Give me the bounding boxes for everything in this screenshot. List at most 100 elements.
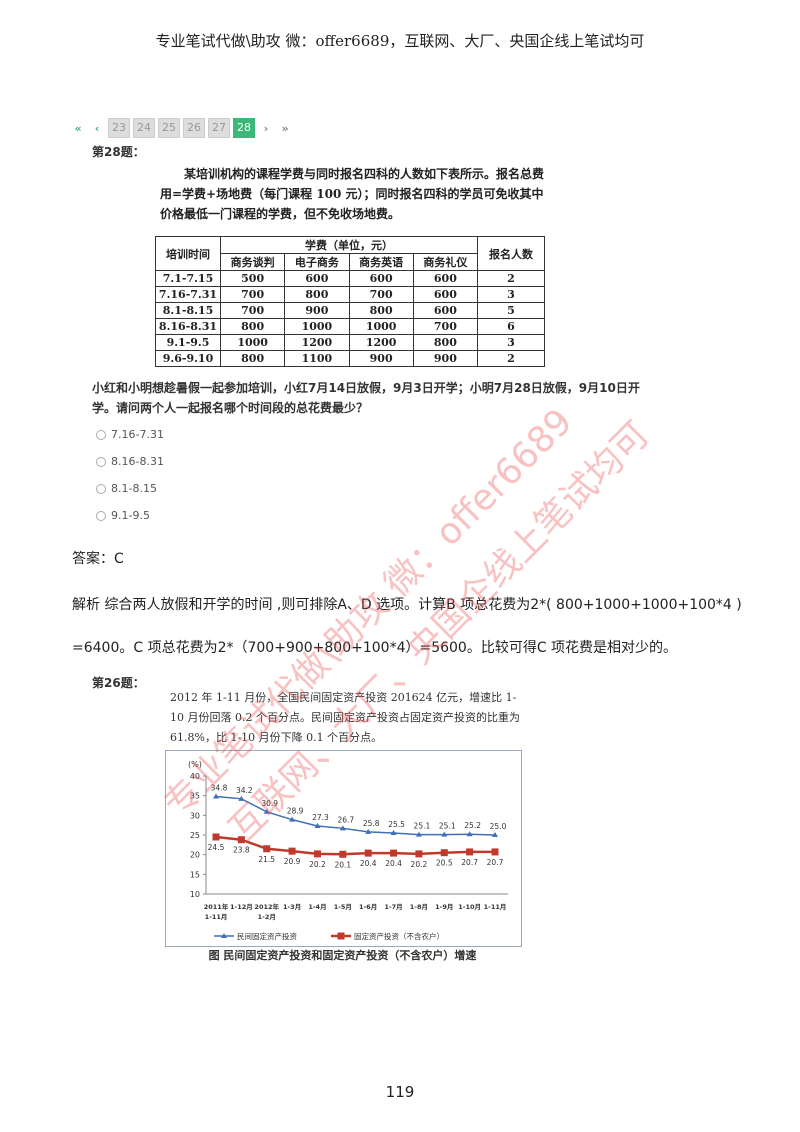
table-cell: 600	[284, 270, 350, 287]
data-label: 27.3	[312, 813, 329, 822]
data-point	[390, 849, 398, 857]
x-tick-label: 1-11月	[484, 903, 507, 911]
table-cell: 600	[348, 270, 414, 287]
data-point	[313, 850, 321, 858]
y-axis-label: (%)	[188, 760, 202, 769]
x-tick-label: 1-7月	[384, 903, 402, 911]
table-cell: 900	[412, 350, 479, 367]
page-button-24[interactable]: 24	[133, 118, 155, 138]
table-cell: 8.16-8.31	[155, 318, 221, 335]
data-point	[237, 836, 245, 844]
data-point	[415, 850, 423, 858]
header-time: 培训时间	[155, 236, 221, 271]
option-0[interactable]: 7.16-7.31	[96, 428, 164, 441]
legend-label: 民间固定资产投资	[237, 931, 297, 941]
analysis-line-2: =6400。C 项总花费为2*（700+900+800+100*4）=5600。…	[72, 640, 678, 656]
data-point	[365, 828, 372, 834]
question-26-title: 第26题：	[92, 676, 145, 690]
table-cell: 1100	[284, 350, 350, 367]
data-label: 25.2	[464, 821, 481, 830]
page-button-23[interactable]: 23	[108, 118, 130, 138]
table-row: 7.1-7.15 500 600 600 600 2	[155, 270, 545, 287]
table-row: 9.1-9.5 1000 1200 1200 800 3	[155, 334, 545, 351]
data-point	[390, 830, 397, 836]
header-fee: 学费（单位，元）	[220, 236, 478, 254]
page-number: 119	[385, 1083, 415, 1101]
radio-icon[interactable]	[96, 456, 106, 467]
data-point	[288, 847, 296, 855]
data-point	[492, 832, 498, 837]
page-button-28-active[interactable]: 28	[233, 118, 255, 138]
data-point	[440, 849, 448, 857]
table-cell: 2	[477, 270, 545, 287]
option-2[interactable]: 8.1-8.15	[96, 482, 157, 495]
table-cell: 2	[477, 350, 545, 367]
x-tick-label: 1-5月	[334, 903, 352, 911]
legend-marker	[337, 932, 345, 940]
first-page-button[interactable]: «	[74, 121, 82, 135]
data-label: 20.4	[385, 859, 402, 868]
data-label: 25.1	[414, 822, 431, 831]
header-subject: 商务谈判	[219, 253, 286, 271]
table-cell: 1000	[219, 334, 286, 351]
y-tick-label: 20	[190, 851, 200, 860]
x-tick-label: 1-3月	[283, 903, 301, 911]
data-point	[263, 845, 271, 853]
table-row: 9.6-9.10 800 1100 900 900 2	[155, 350, 545, 367]
last-page-button[interactable]: »	[281, 121, 289, 135]
option-1[interactable]: 8.16-8.31	[96, 455, 164, 468]
option-label: 7.16-7.31	[111, 428, 164, 441]
table-cell: 800	[348, 302, 414, 319]
table-cell: 1200	[284, 334, 350, 351]
legend-marker	[221, 933, 227, 938]
page-header: 专业笔试代做\助攻 微：offer6689，互联网、大厂、央国企线上笔试均可	[155, 32, 645, 50]
data-label: 20.1	[334, 860, 351, 869]
table-cell: 8.1-8.15	[155, 302, 221, 319]
data-point	[314, 822, 321, 828]
option-3[interactable]: 9.1-9.5	[96, 509, 150, 522]
data-label: 34.8	[211, 783, 228, 792]
table-cell: 900	[284, 302, 350, 319]
y-tick-label: 15	[190, 870, 200, 879]
table-cell: 6	[477, 318, 545, 335]
question-26-text: 2012 年 1-11 月份，全国民间固定资产投资 201624 亿元，增速比 …	[170, 691, 520, 744]
table-cell: 800	[219, 350, 286, 367]
chart-caption: 图 民间固定资产投资和固定资产投资（不含农户）增速	[208, 949, 477, 962]
table-cell: 800	[284, 286, 350, 303]
table-cell: 800	[219, 318, 286, 335]
data-label: 23.8	[233, 846, 250, 855]
page-button-26[interactable]: 26	[183, 118, 205, 138]
x-tick-label: 2011年	[204, 902, 229, 911]
data-point	[364, 849, 372, 857]
data-point	[339, 850, 347, 858]
analysis-line-1: 解析 综合两人放假和开学的时间 ,则可排除A、D 选项。计算B 项总花费为2*(…	[72, 597, 742, 613]
data-label: 20.2	[411, 860, 428, 869]
data-label: 25.5	[388, 820, 405, 829]
data-point	[491, 848, 499, 856]
table-cell: 3	[477, 334, 545, 351]
next-page-button[interactable]: ›	[263, 121, 269, 135]
table-cell: 700	[219, 302, 286, 319]
data-label: 26.7	[337, 815, 354, 824]
data-point	[339, 825, 346, 831]
table-cell: 600	[412, 302, 479, 319]
prev-page-button[interactable]: ‹	[94, 121, 100, 135]
page-button-25[interactable]: 25	[158, 118, 180, 138]
header-subject: 商务英语	[348, 253, 414, 271]
page-button-27[interactable]: 27	[208, 118, 230, 138]
data-label: 20.5	[436, 859, 453, 868]
x-tick-label: 1-2月	[258, 913, 276, 921]
radio-icon[interactable]	[96, 510, 106, 521]
data-point	[212, 833, 220, 841]
radio-icon[interactable]	[96, 483, 106, 494]
table-cell: 600	[412, 286, 479, 303]
table-cell: 600	[412, 270, 479, 287]
header-count: 报名人数	[477, 236, 545, 271]
y-tick-label: 10	[190, 890, 200, 899]
x-tick-label: 1-10月	[458, 903, 481, 911]
data-point	[466, 831, 473, 837]
data-label: 20.7	[487, 858, 504, 867]
radio-icon[interactable]	[96, 429, 106, 440]
data-point	[263, 808, 270, 814]
